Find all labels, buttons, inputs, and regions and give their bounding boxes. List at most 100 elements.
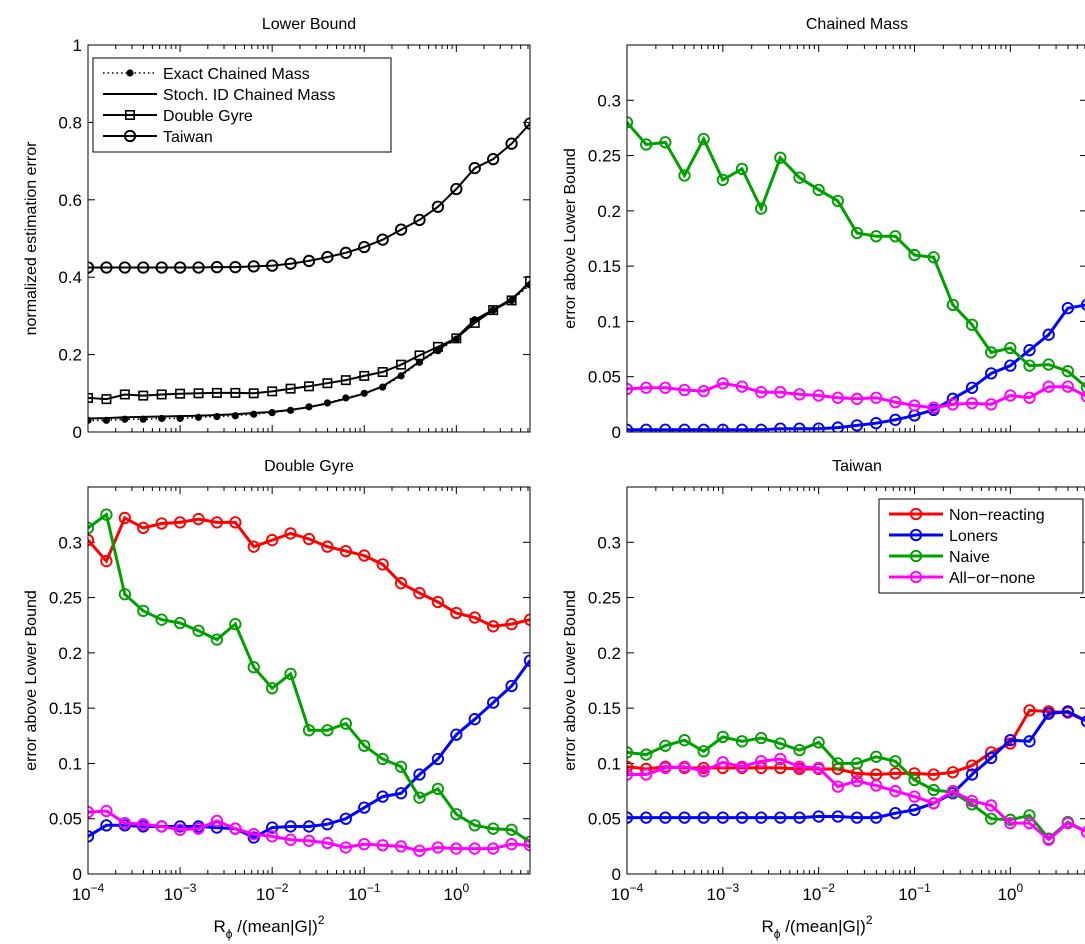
data-point — [1023, 809, 1036, 822]
data-point — [376, 752, 389, 766]
data-point — [627, 746, 634, 759]
y-tick-label: 0.3 — [58, 533, 82, 552]
panel-chained-mass: Chained Mass error above Lower Bound 0 0.05… — [562, 16, 1085, 442]
series-all-or-none — [627, 752, 1085, 846]
data-point — [909, 528, 923, 542]
data-point — [985, 367, 998, 380]
data-point — [627, 768, 634, 781]
data-point — [394, 577, 408, 590]
x-tick-label: 10−4 — [611, 881, 644, 904]
data-point — [889, 767, 902, 780]
series-line — [88, 512, 530, 844]
data-point — [927, 401, 940, 414]
data-point — [284, 820, 297, 833]
data-point — [468, 611, 481, 624]
data-point — [377, 367, 388, 378]
data-point — [735, 162, 749, 175]
data-point — [304, 381, 315, 392]
x-tick-label: 10−3 — [707, 881, 740, 904]
data-point — [889, 807, 902, 820]
series-line — [627, 303, 1085, 432]
data-point — [908, 248, 921, 262]
series-naive — [627, 730, 1085, 845]
data-point — [627, 760, 634, 773]
data-point — [432, 341, 443, 352]
data-point — [889, 395, 902, 409]
data-point — [774, 811, 787, 824]
y-axis-label: normalized estimation error — [23, 141, 40, 336]
panel-lower-bound: Lower Bound normalized estimation error 0 0… — [23, 16, 531, 442]
data-point — [358, 739, 371, 752]
series-line — [88, 511, 530, 633]
data-point — [908, 790, 921, 803]
data-point — [155, 820, 168, 833]
y-tick-label: 0.25 — [588, 147, 621, 166]
data-point — [505, 823, 518, 836]
data-point — [302, 724, 316, 737]
data-point — [505, 617, 518, 631]
data-point — [431, 841, 445, 854]
y-tick-label: 0 — [612, 423, 621, 442]
data-point — [755, 423, 768, 432]
data-point — [1061, 705, 1074, 718]
data-point — [659, 739, 672, 752]
data-point — [358, 801, 371, 814]
data-point — [946, 398, 959, 411]
x-tick-label: 10−2 — [802, 881, 835, 904]
data-point — [376, 790, 389, 803]
data-point — [413, 768, 426, 781]
legend-label: Double Gyre — [163, 108, 253, 125]
data-point — [812, 183, 825, 196]
data-point — [1080, 715, 1085, 728]
series-line — [627, 121, 1085, 389]
y-tick-label: 0.05 — [49, 810, 82, 829]
data-point — [965, 759, 979, 772]
data-point — [173, 823, 187, 836]
data-point — [487, 153, 500, 166]
legend-entry: Stoch. ID Chained Mass — [103, 87, 336, 104]
y-tick-label: 0 — [73, 423, 82, 442]
data-point — [394, 760, 408, 773]
data-point — [1004, 816, 1017, 830]
y-tick-label: 0 — [612, 865, 621, 884]
data-point — [302, 820, 316, 833]
data-point — [414, 350, 425, 361]
data-point — [627, 811, 634, 824]
data-point — [965, 397, 979, 410]
panel-double-gyre: Double Gyre error above Lower Bound 0 0.05 0… — [23, 458, 531, 941]
data-point — [413, 586, 426, 600]
data-point — [640, 811, 653, 824]
y-tick-label: 0.2 — [597, 202, 621, 221]
data-point — [831, 780, 844, 793]
data-point — [285, 383, 296, 394]
data-point — [173, 261, 187, 274]
data-point — [340, 375, 351, 386]
legend: Non−reacting Loners Naive All−or−none — [878, 498, 1084, 594]
data-point — [678, 169, 691, 182]
data-point — [248, 388, 259, 399]
data-point — [927, 768, 940, 781]
data-point — [339, 841, 352, 854]
chart-title: Taiwan — [832, 458, 882, 475]
data-point — [431, 782, 445, 796]
data-point — [640, 381, 653, 394]
data-point — [376, 839, 389, 852]
data-point — [985, 346, 998, 359]
data-point — [985, 398, 998, 411]
data-point — [155, 613, 168, 626]
data-point — [173, 820, 187, 833]
data-point — [909, 570, 923, 584]
data-point — [716, 730, 729, 744]
data-point — [137, 604, 150, 617]
data-point — [302, 834, 316, 847]
panels: Lower Bound normalized estimation error 0 0… — [23, 16, 1085, 941]
data-point — [450, 808, 463, 821]
plot-frame — [87, 486, 531, 875]
series-line — [627, 116, 1085, 394]
data-point — [812, 810, 825, 823]
data-point — [247, 828, 260, 841]
x-tick-label: 10−1 — [898, 881, 931, 904]
data-point — [793, 171, 806, 184]
plot-frame — [87, 44, 531, 433]
data-point — [155, 517, 168, 530]
